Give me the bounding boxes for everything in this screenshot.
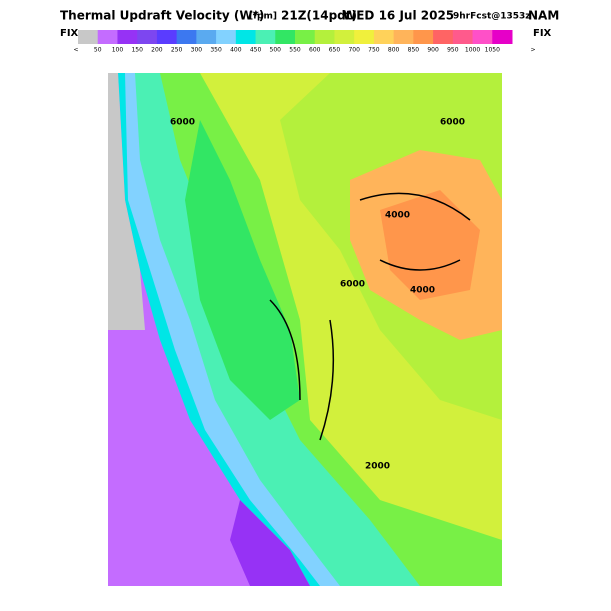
contour-label: 2000: [365, 462, 390, 472]
legend-label: 150: [131, 47, 143, 54]
contour-label: 4000: [410, 286, 435, 296]
color-box: [137, 30, 158, 44]
contour-label: 6000: [340, 280, 365, 290]
legend-label: 800: [388, 47, 400, 54]
legend-label: 300: [191, 47, 203, 54]
color-box: [196, 30, 217, 44]
map: 6000 6000 4000 4000 2000 6000: [108, 73, 502, 586]
color-box: [413, 30, 434, 44]
legend-label: 950: [447, 47, 459, 54]
time: 21Z(14pdt): [281, 9, 357, 23]
color-box: [78, 30, 99, 44]
color-box: [472, 30, 493, 44]
color-box: [275, 30, 296, 44]
legend-label: 900: [427, 47, 439, 54]
legend-label: 50: [94, 47, 102, 54]
legend-label: 1000: [465, 47, 480, 54]
color-box: [156, 30, 178, 44]
legend-label: 850: [408, 47, 420, 54]
legend-low: <: [73, 47, 78, 54]
color-box: [255, 30, 276, 44]
forecast: 9hrFcst@1353z: [453, 12, 531, 22]
color-box: [393, 30, 414, 44]
contour-label: 6000: [170, 118, 195, 128]
valley: [185, 120, 300, 420]
legend-label: 350: [210, 47, 222, 54]
legend-label: 450: [250, 47, 262, 54]
color-box: [373, 30, 395, 44]
legend-label: 200: [151, 47, 163, 54]
color-box: [452, 30, 474, 44]
ocean: [230, 500, 310, 586]
legend-label: 550: [289, 47, 301, 54]
legend-label: 750: [368, 47, 380, 54]
contour-label: 6000: [440, 118, 465, 128]
color-box: [314, 30, 335, 44]
legend-label: 100: [112, 47, 124, 54]
color-box: [492, 30, 513, 44]
fix-right: FIX: [533, 28, 552, 39]
contour-label: 4000: [385, 211, 410, 221]
color-box: [295, 30, 316, 44]
ocean: [108, 73, 310, 586]
legend-label: 700: [348, 47, 360, 54]
no-data: [108, 73, 145, 330]
title: Thermal Updraft Velocity (W*): [60, 9, 264, 23]
legend-high: >: [530, 47, 535, 54]
units: [fpm]: [249, 12, 277, 22]
date: WED 16 Jul 2025: [343, 9, 454, 23]
legend-label: 1050: [485, 47, 500, 54]
legend-label: 600: [309, 47, 321, 54]
legend-label: 500: [270, 47, 282, 54]
model: NAM: [528, 9, 559, 23]
color-box: [176, 30, 197, 44]
legend-label: 250: [171, 47, 183, 54]
color-box: [433, 30, 454, 44]
legend-label: 400: [230, 47, 242, 54]
legend-label: 650: [329, 47, 341, 54]
fix-left: FIX: [60, 28, 79, 39]
color-box: [235, 30, 257, 44]
region: [380, 190, 480, 300]
contour: [269, 192, 471, 441]
color-box: [216, 30, 237, 44]
color-box: [334, 30, 355, 44]
color-box: [117, 30, 138, 44]
color-bar: 50 100 150 200 250 300 350 400 450 500 550 600 650 70…: [78, 30, 513, 54]
color-box: [354, 30, 375, 44]
color-box: [97, 30, 118, 44]
